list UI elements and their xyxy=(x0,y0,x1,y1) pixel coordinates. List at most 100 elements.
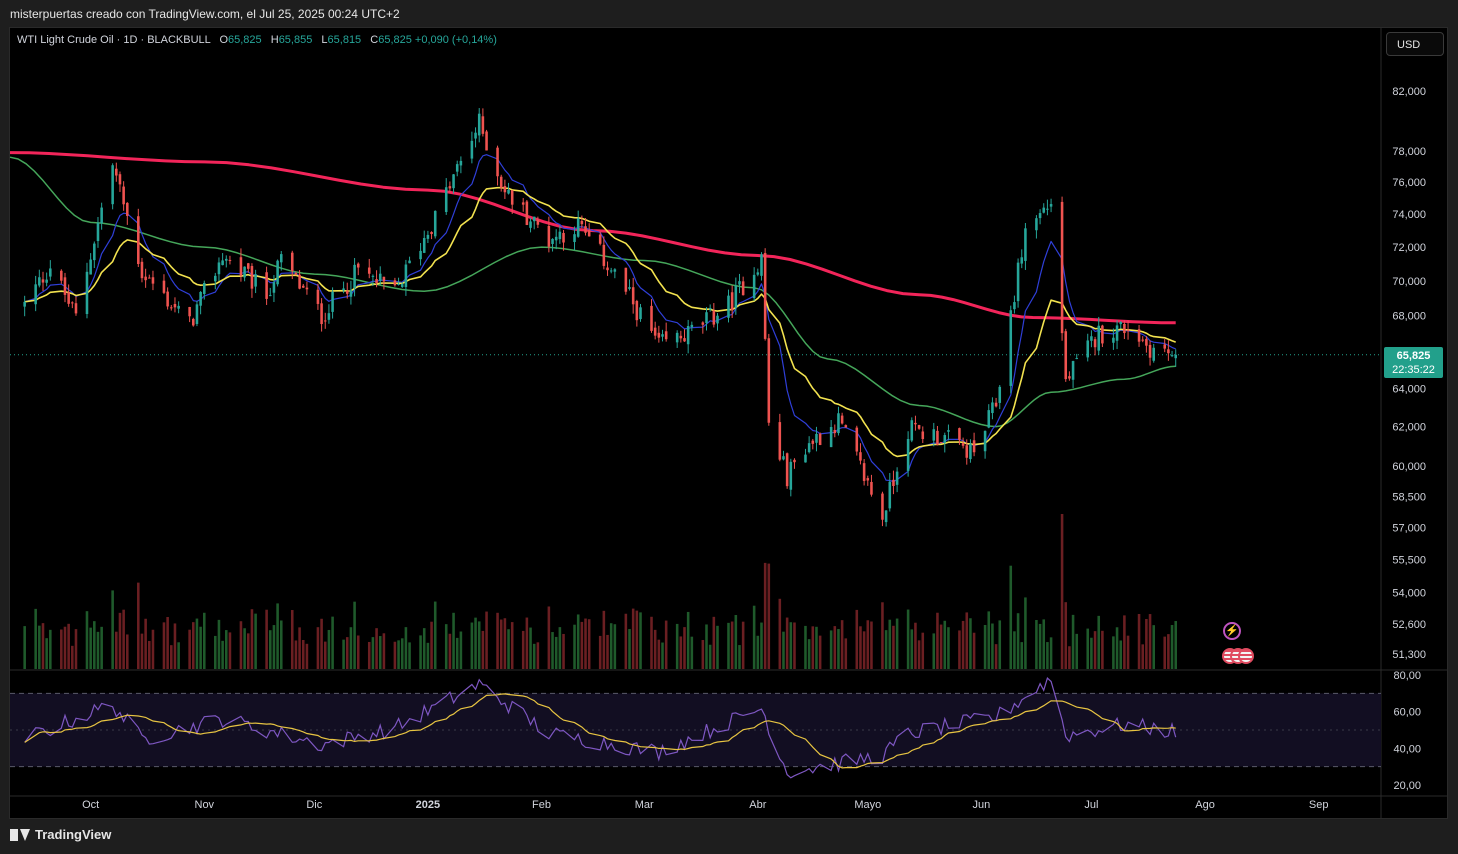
candle-body xyxy=(932,429,936,441)
volume-bar xyxy=(587,619,591,669)
volume-bar xyxy=(170,645,173,669)
candle-body xyxy=(111,165,114,205)
candle-body xyxy=(965,445,969,458)
volume-bar xyxy=(580,621,584,669)
candle-body xyxy=(246,263,250,269)
time-tick-label: Mayo xyxy=(854,799,881,811)
candle-body xyxy=(203,282,206,294)
candle-body xyxy=(1060,201,1064,334)
candle-body xyxy=(521,202,525,205)
volume-bar xyxy=(862,631,866,669)
volume-bar xyxy=(829,630,833,669)
time-tick-label: Oct xyxy=(82,799,99,811)
time-tick-label: Mar xyxy=(635,799,654,811)
candle-body xyxy=(243,266,246,278)
price-tick-label: 55,500 xyxy=(1392,555,1426,567)
volume-bar xyxy=(884,630,888,669)
candle-body xyxy=(268,295,272,297)
candle-body xyxy=(1093,339,1097,348)
volume-bar xyxy=(965,612,969,669)
volume-bar xyxy=(63,626,67,669)
candle-body xyxy=(958,428,961,441)
volume-bar xyxy=(1093,631,1097,669)
volume-bar xyxy=(958,630,961,669)
candle-body xyxy=(356,263,360,268)
volume-bar xyxy=(1042,619,1046,669)
candle-body xyxy=(811,440,815,444)
last-price: 65,825 xyxy=(1396,350,1431,362)
candle-body xyxy=(367,267,371,274)
volume-bar xyxy=(419,635,422,669)
volume-bar xyxy=(214,635,217,669)
change-value: +0,090 (+0,14%) xyxy=(414,34,497,46)
volume-bar xyxy=(1097,615,1101,669)
rsi-tick-label: 20,00 xyxy=(1393,780,1421,792)
volume-bar xyxy=(243,628,246,669)
candle-body xyxy=(833,430,837,434)
time-tick-label: Abr xyxy=(749,799,766,811)
candle-body xyxy=(444,187,448,212)
volume-bar xyxy=(562,633,565,669)
candle-body xyxy=(430,232,433,235)
time-axis: Oct Nov Dic 2025 Feb Mar Abr Mayo Jun Jul Ago Sep xyxy=(10,795,1448,811)
currency-button[interactable]: USD xyxy=(1386,32,1444,56)
candle-body xyxy=(763,253,767,339)
candle-body xyxy=(1115,325,1119,341)
volume-bar xyxy=(1152,625,1156,669)
candle-body xyxy=(166,291,169,307)
candle-body xyxy=(507,189,510,194)
candle-body xyxy=(477,113,481,136)
volume-bar xyxy=(276,603,279,669)
candle-body xyxy=(562,232,565,243)
volume-bar xyxy=(111,590,114,669)
candle-body xyxy=(683,338,686,342)
candle-body xyxy=(345,290,349,294)
candle-body xyxy=(650,305,653,331)
symbol-title[interactable]: WTI Light Crude Oil · 1D · BLACKBULL xyxy=(17,34,211,46)
candle-body xyxy=(353,264,356,289)
candle-body xyxy=(551,238,554,244)
candle-body xyxy=(1038,213,1042,219)
candle-body xyxy=(126,202,129,216)
volume-bar xyxy=(833,626,837,669)
candle-body xyxy=(705,312,708,324)
candle-body xyxy=(192,318,195,326)
candle-body xyxy=(884,510,888,523)
candle-body xyxy=(144,276,147,281)
economic-events[interactable] xyxy=(1222,648,1262,664)
price-pane xyxy=(9,108,1381,669)
volume-bar xyxy=(730,621,734,669)
volume-bar xyxy=(983,624,987,669)
volume-bar xyxy=(382,633,386,669)
volume-bar xyxy=(686,611,690,669)
candle-body xyxy=(1119,321,1123,325)
volume-bar xyxy=(74,629,78,669)
candle-body xyxy=(844,425,848,428)
header-bar: misterpuertas creado con TradingView.com… xyxy=(0,0,1458,28)
volume-bar xyxy=(279,620,283,669)
volume-bar xyxy=(122,609,125,669)
volume-bar xyxy=(41,623,45,669)
volume-bar xyxy=(265,609,268,669)
candle-body xyxy=(961,443,965,446)
candle-body xyxy=(576,218,580,237)
lightning-icon[interactable]: ⚡ xyxy=(1223,622,1241,640)
rsi-ma-line xyxy=(24,693,1176,769)
volume-bar xyxy=(921,632,925,669)
volume-bar xyxy=(752,605,756,669)
price-tick-label: 58,500 xyxy=(1392,491,1426,503)
candle-body xyxy=(173,304,177,308)
volume-bar xyxy=(994,644,998,669)
candle-body xyxy=(547,225,551,247)
volume-bar xyxy=(96,631,100,669)
volume-bar xyxy=(859,626,862,669)
volume-bar xyxy=(298,627,301,669)
candle-body xyxy=(419,250,422,260)
rsi-pane: 20,00 40,00 60,00 80,00 xyxy=(10,669,1448,792)
volume-bar xyxy=(188,629,191,669)
candle-body xyxy=(943,435,947,443)
volume-bar xyxy=(939,624,943,669)
us-flag-icon[interactable] xyxy=(1238,648,1254,664)
time-tick-label: Nov xyxy=(195,799,215,811)
